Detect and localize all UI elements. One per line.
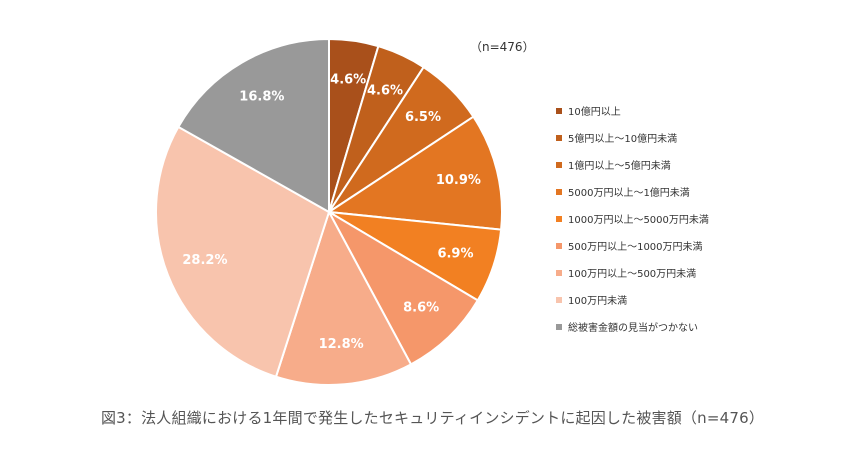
legend-item-1: 5億円以上～10億円未満 (556, 124, 709, 151)
slice-data-label-0: 4.6% (330, 73, 366, 88)
legend-label: 500万円以上～1000万円未満 (568, 242, 703, 253)
legend-item-4: 1000万円以上～5000万円未満 (556, 205, 709, 232)
slice-data-label-4: 6.9% (437, 246, 473, 261)
pie-slice-7 (155, 125, 331, 378)
slice-data-label-5: 8.6% (403, 301, 439, 316)
slice-data-label-6: 12.8% (319, 337, 364, 352)
legend-swatch (556, 107, 562, 114)
legend-item-3: 5000万円以上～1億円未満 (556, 178, 709, 205)
legend-swatch (556, 215, 562, 222)
pie-slice-5 (326, 209, 480, 366)
legend-swatch (556, 161, 562, 168)
legend-label: 1000万円以上～5000万円未満 (568, 215, 709, 226)
slice-data-label-3: 10.9% (436, 173, 481, 188)
slice-data-label-2: 6.5% (405, 110, 441, 125)
pie-slice-3 (326, 115, 503, 231)
legend-label: 100万円以上～500万円未満 (568, 269, 697, 280)
legend-swatch (556, 242, 562, 249)
legend-item-2: 1億円以上～5億円未満 (556, 151, 709, 178)
slice-data-label-1: 4.6% (367, 84, 403, 99)
pie-slice-8 (177, 37, 330, 214)
figure-caption: 図3：法人組織における1年間で発生したセキュリティインシデントに起因した被害額（… (100, 409, 765, 427)
legend-item-0: 10億円以上 (556, 97, 709, 124)
legend-swatch (556, 269, 562, 276)
pie-slice-6 (274, 209, 413, 386)
legend-label: 総被害金額の見当がつかない (568, 323, 698, 334)
legend-item-6: 100万円以上～500万円未満 (556, 259, 709, 286)
slice-data-label-7: 28.2% (182, 253, 227, 268)
slice-data-label-8: 16.8% (239, 89, 284, 104)
legend-swatch (556, 296, 562, 303)
legend-label: 5億円以上～10億円未満 (568, 134, 678, 145)
legend-item-5: 500万円以上～1000万円未満 (556, 232, 709, 259)
legend-swatch (556, 188, 562, 195)
legend-label: 100万円未満 (568, 296, 628, 307)
legend-swatch (556, 134, 562, 141)
sample-size-note: （n=476） (470, 40, 535, 54)
legend-swatch (556, 323, 562, 330)
legend-item-8: 総被害金額の見当がつかない (556, 313, 709, 340)
legend-label: 5000万円以上～1億円未満 (568, 188, 690, 199)
legend-label: 10億円以上 (568, 107, 621, 118)
chart-legend: 10億円以上 5億円以上～10億円未満 1億円以上～5億円未満 5000万円以上～1億… (556, 97, 709, 340)
legend-label: 1億円以上～5億円未満 (568, 161, 671, 172)
legend-item-7: 100万円未満 (556, 286, 709, 313)
